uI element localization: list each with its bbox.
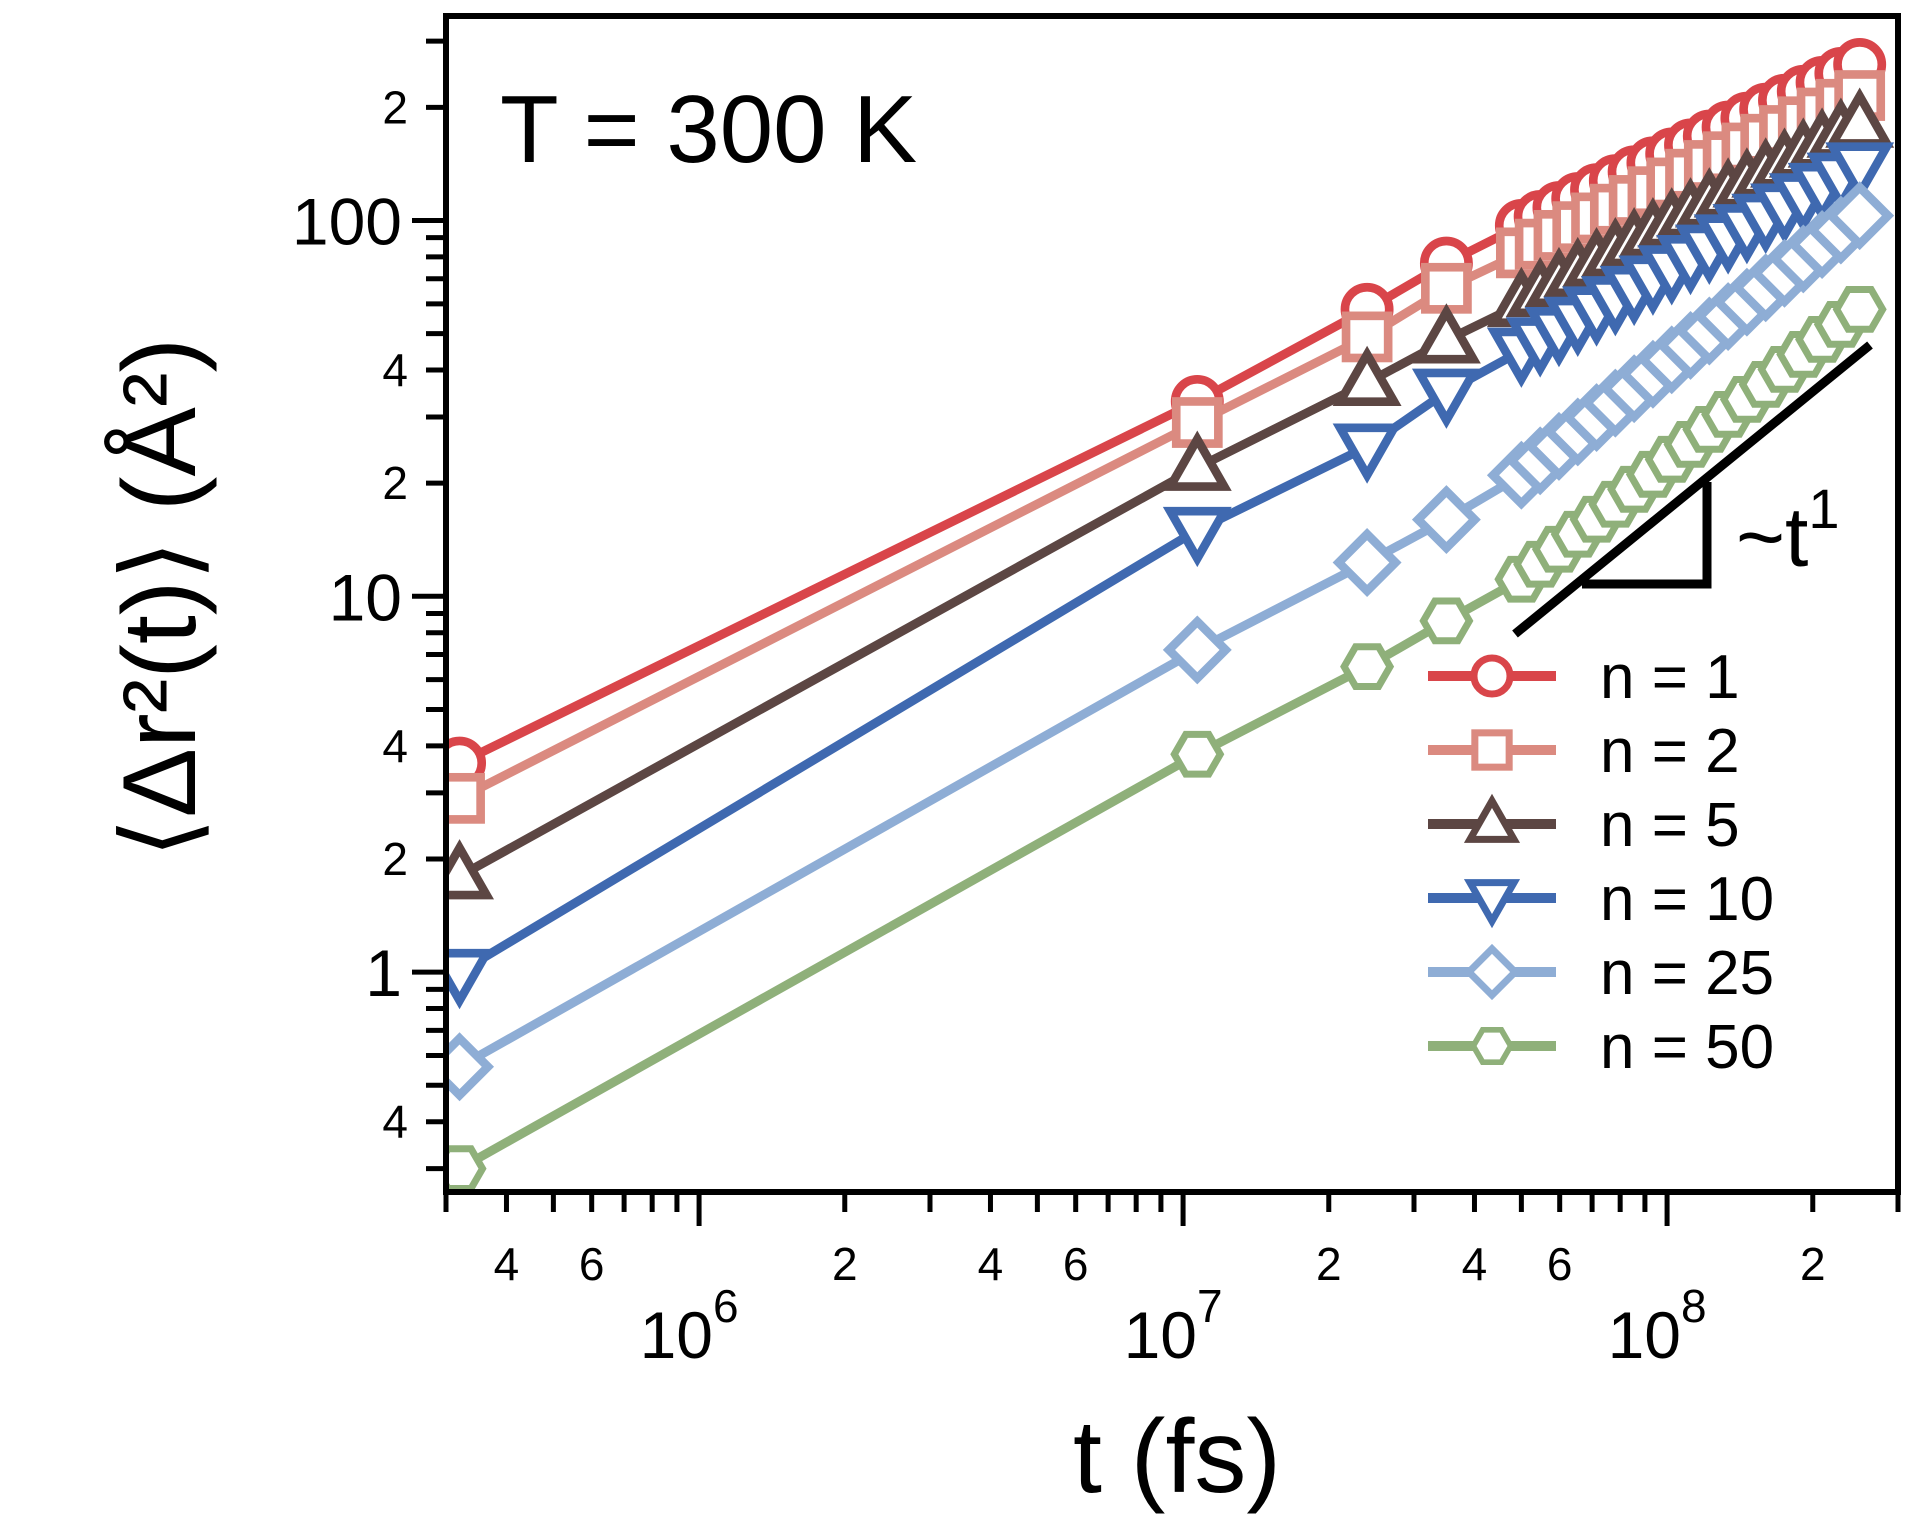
x-tick-label: 2 <box>1800 1238 1826 1290</box>
legend-item: n = 2 <box>1428 717 1740 786</box>
legend-label: n = 2 <box>1600 717 1740 786</box>
legend-item: n = 5 <box>1428 791 1740 860</box>
x-tick-label: 6 <box>1063 1238 1089 1290</box>
data-point <box>446 948 495 1010</box>
series-layer <box>446 38 1895 1192</box>
legend-item: n = 50 <box>1428 1013 1774 1082</box>
data-point <box>446 1145 487 1192</box>
y-tick-label: 100 <box>292 184 402 258</box>
data-point <box>1162 506 1232 568</box>
y-tick-label: 4 <box>382 344 408 396</box>
data-point <box>446 1032 495 1102</box>
x-tick-label: 106 <box>640 1280 739 1372</box>
legend: n = 1n = 2n = 5n = 10n = 25n = 50 <box>1428 643 1774 1082</box>
y-tick-label: 4 <box>382 720 408 772</box>
y-tick-label: 2 <box>382 833 408 885</box>
y-axis-title: ⟨Δr²(t)⟩ (Å²) <box>102 338 218 858</box>
x-tick-label: 107 <box>1124 1280 1223 1372</box>
y-tick-label: 2 <box>382 81 408 133</box>
legend-label: n = 10 <box>1600 865 1774 934</box>
y-tick-label: 10 <box>329 560 402 634</box>
data-point <box>1340 643 1395 691</box>
legend-marker <box>1463 879 1521 929</box>
data-point <box>1411 485 1481 555</box>
legend-marker <box>1463 943 1521 1001</box>
x-tick-label: 108 <box>1608 1280 1707 1372</box>
legend-label: n = 5 <box>1600 791 1740 860</box>
x-tick-label: 4 <box>1462 1238 1488 1290</box>
legend-marker <box>1469 1026 1515 1066</box>
data-point <box>446 839 495 900</box>
slope-line <box>1512 341 1873 638</box>
x-tick-label: 2 <box>832 1238 858 1290</box>
data-point <box>1170 730 1225 778</box>
data-point <box>1419 597 1474 645</box>
legend-label: n = 25 <box>1600 939 1774 1008</box>
legend-marker <box>1471 729 1513 771</box>
data-point <box>1332 423 1402 484</box>
slope-guide: ~t1 <box>1512 341 1873 638</box>
data-point <box>446 772 485 824</box>
legend-marker <box>1463 793 1521 843</box>
legend-label: n = 50 <box>1600 1013 1774 1082</box>
slope-label: ~t1 <box>1736 477 1840 584</box>
slope-triangle <box>1582 482 1712 589</box>
x-tick-label: 2 <box>1316 1238 1342 1290</box>
legend-label: n = 1 <box>1600 643 1740 712</box>
x-tick-label: 6 <box>579 1238 605 1290</box>
series-6 <box>446 286 1887 1192</box>
plot-frame <box>443 13 1901 1195</box>
data-point <box>1825 181 1895 251</box>
data-point <box>1411 303 1481 364</box>
series-5 <box>446 181 1895 1102</box>
axes: 4 1 2 4 10 2 4 100 2 4 6 106 2 4 6 107 2 4 6 108 2 <box>292 13 1901 1372</box>
data-point <box>1411 368 1481 429</box>
legend-marker <box>1470 654 1514 698</box>
data-point <box>1162 430 1232 491</box>
temperature-annotation: T = 300 K <box>500 76 917 183</box>
x-axis-title: t (fs) <box>1073 1399 1281 1515</box>
y-tick-label: 2 <box>382 457 408 509</box>
x-tick-label: 6 <box>1547 1238 1573 1290</box>
data-point <box>1421 262 1472 314</box>
data-point <box>1832 286 1887 333</box>
data-point <box>1332 528 1402 597</box>
legend-item: n = 10 <box>1428 865 1774 934</box>
y-tick-label: 4 <box>382 1096 408 1148</box>
x-tick-label: 4 <box>978 1238 1004 1290</box>
x-tick-label: 4 <box>494 1238 520 1290</box>
data-point <box>1162 615 1232 685</box>
legend-item: n = 25 <box>1428 939 1774 1008</box>
legend-item: n = 1 <box>1428 643 1740 712</box>
data-point <box>1332 345 1402 406</box>
data-point <box>1825 142 1895 203</box>
y-tick-label: 1 <box>365 936 402 1010</box>
